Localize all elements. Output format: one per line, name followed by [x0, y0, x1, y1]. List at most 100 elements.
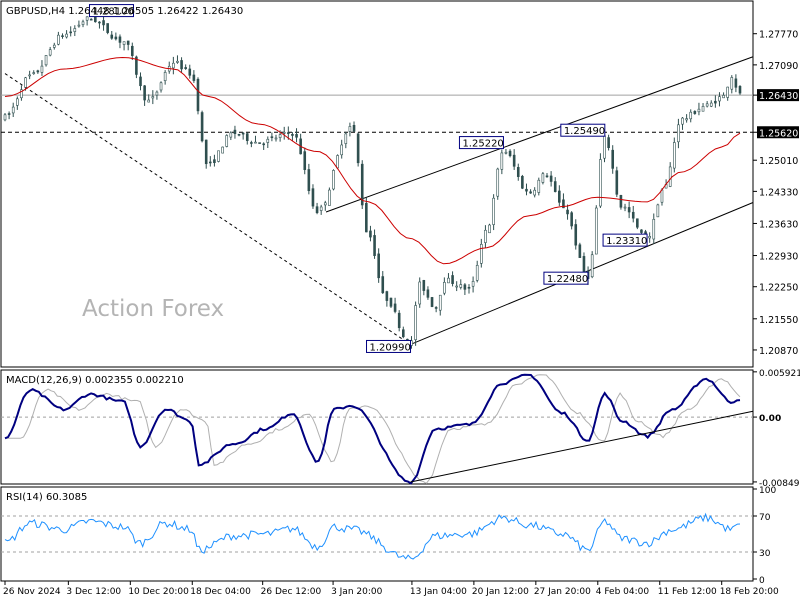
candle-body — [652, 219, 656, 240]
candlestick — [192, 70, 196, 83]
candle-body — [689, 111, 693, 120]
candle-body — [89, 18, 93, 21]
candlestick — [32, 70, 36, 75]
time-tick-label: 10 Dec 20:00 — [128, 587, 189, 597]
candlestick — [110, 31, 114, 40]
annotation-label: 1.28100 — [92, 7, 133, 18]
candlestick — [677, 118, 680, 149]
candle-body — [287, 132, 290, 134]
candlestick — [65, 30, 68, 39]
candlestick — [233, 125, 237, 139]
macd-trendline — [410, 410, 754, 483]
candle-body — [143, 85, 146, 101]
candle-body — [44, 55, 48, 66]
candle-body — [648, 236, 651, 239]
candlestick — [85, 16, 89, 26]
candle-body — [233, 129, 237, 135]
candlestick — [254, 135, 257, 144]
price-tick-label: 1.21550 — [759, 315, 798, 326]
candlestick — [352, 121, 356, 133]
candlestick — [365, 197, 368, 233]
candlestick — [11, 102, 15, 118]
candlestick — [151, 90, 155, 105]
macd-pane-title: MACD(12,26,9) 0.002355 0.002210 — [6, 375, 184, 386]
candlestick — [241, 132, 245, 140]
candlestick — [262, 142, 265, 150]
time-tick-label: 18 Dec 04:00 — [190, 587, 251, 597]
candle-body — [163, 72, 167, 81]
candlestick — [615, 166, 619, 198]
candlestick — [488, 223, 491, 234]
candle-body — [102, 20, 105, 26]
candlestick — [172, 56, 175, 75]
candle-body — [660, 189, 664, 203]
annotation-label: 1.25220 — [462, 139, 503, 150]
price-tick-label: 1.23630 — [759, 219, 798, 230]
candlestick — [250, 140, 253, 148]
candle-body — [118, 36, 122, 43]
rsi-line — [4, 512, 741, 560]
candle-body — [225, 135, 229, 147]
candlestick — [594, 205, 598, 255]
candle-body — [504, 151, 508, 154]
candlestick — [718, 92, 721, 107]
candle-body — [126, 40, 130, 45]
price-tick-label: 1.27770 — [759, 30, 798, 41]
candlestick — [291, 132, 294, 142]
candle-body — [697, 108, 701, 113]
candle-body — [726, 86, 729, 98]
candle-body — [508, 150, 512, 157]
candlestick — [323, 200, 327, 211]
price-pane-frame — [0, 0, 754, 368]
price-plot: 1.28100 1.20990 1.25220 1.25490 1.22480 1.233… — [1, 4, 754, 353]
candlestick — [574, 219, 578, 250]
candlestick — [578, 242, 582, 258]
macd-line — [4, 373, 741, 485]
candle-body — [636, 218, 639, 228]
candlestick — [496, 167, 500, 200]
candlestick — [541, 171, 545, 185]
candle-body — [245, 133, 249, 141]
candle-body — [196, 78, 200, 112]
candle-body — [57, 34, 60, 45]
candle-body — [332, 170, 335, 190]
rsi-tick-label: 0 — [759, 576, 765, 586]
candlestick — [196, 77, 200, 115]
macd-plot — [1, 373, 754, 485]
candle-body — [558, 190, 561, 203]
candle-body — [307, 169, 311, 192]
candle-body — [389, 297, 393, 307]
candle-body — [434, 307, 438, 309]
candle-body — [443, 282, 446, 294]
candle-body — [328, 189, 331, 206]
candle-body — [722, 95, 725, 99]
candle-body — [668, 166, 672, 187]
candle-body — [11, 106, 15, 114]
candlestick — [525, 183, 528, 196]
candle-body — [566, 209, 569, 215]
candlestick — [180, 57, 183, 73]
candlestick — [545, 173, 549, 178]
candle-body — [677, 124, 680, 143]
candlestick — [328, 187, 331, 206]
annotation-label: 1.23310 — [606, 236, 647, 247]
candle-body — [475, 265, 479, 281]
macd-pane-frame — [0, 369, 754, 485]
candle-body — [40, 65, 44, 73]
candle-body — [262, 143, 265, 146]
candle-body — [16, 98, 19, 106]
candlestick — [36, 69, 40, 74]
candle-body — [541, 173, 545, 183]
candle-body — [69, 31, 72, 34]
candlestick — [623, 203, 627, 212]
candlestick — [139, 72, 142, 91]
annotation-label: 1.22480 — [547, 274, 588, 285]
candle-body — [151, 96, 155, 99]
candlestick — [237, 133, 241, 137]
candle-body — [377, 253, 380, 279]
price-tick-label: 1.22930 — [759, 252, 798, 263]
candlestick — [28, 70, 31, 80]
candlestick — [40, 60, 44, 76]
candle-body — [467, 286, 471, 289]
